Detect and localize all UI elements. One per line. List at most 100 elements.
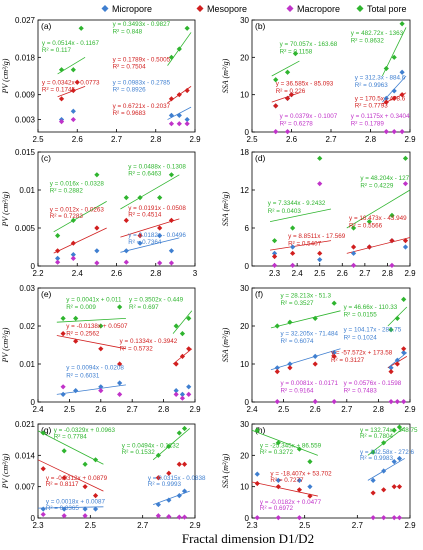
data-point bbox=[275, 440, 281, 446]
y-tick-label: 18 bbox=[240, 148, 249, 157]
data-point bbox=[176, 430, 182, 436]
data-point bbox=[350, 225, 357, 231]
regression-annotation: y = 0.0983x - 0.2785 bbox=[113, 79, 171, 86]
data-point bbox=[389, 212, 395, 218]
data-point bbox=[186, 346, 192, 352]
data-point bbox=[157, 225, 163, 231]
chart-panel: 2.5 2.6 2.7 2.8 2.9 0 10 20 30 (b) SSA (m²/g) y = 7… bbox=[221, 16, 416, 144]
plot-frame bbox=[251, 151, 411, 267]
data-point bbox=[370, 490, 376, 496]
data-point bbox=[275, 484, 281, 490]
regression-annotation: y = 36.585x - 85.093 bbox=[276, 80, 334, 87]
data-point bbox=[181, 514, 188, 520]
data-point bbox=[40, 430, 46, 436]
data-point bbox=[157, 233, 163, 239]
data-point bbox=[176, 514, 182, 520]
data-point bbox=[58, 67, 65, 73]
plot-frame bbox=[37, 423, 196, 519]
x-tick-label: 2.5 bbox=[299, 521, 311, 530]
regression-annotation: y = 0.0182x - 0.0496 bbox=[128, 232, 186, 239]
legend: Micropore Mesopore Macropore Total pore bbox=[101, 4, 407, 14]
y-axis-label: PV (cm³/g) bbox=[1, 191, 10, 227]
y-tick-label: 20 bbox=[240, 53, 249, 62]
data-point bbox=[55, 259, 61, 265]
y-tick-label: 20 bbox=[240, 322, 249, 331]
data-point bbox=[287, 319, 293, 325]
data-point bbox=[181, 425, 188, 432]
data-point bbox=[70, 67, 76, 73]
data-point bbox=[388, 365, 394, 371]
data-point bbox=[274, 369, 280, 375]
y-tick-label: 0.014 bbox=[15, 451, 36, 460]
data-point bbox=[383, 65, 389, 72]
fit-line bbox=[346, 237, 411, 254]
data-point bbox=[82, 484, 88, 490]
fit-line bbox=[346, 189, 411, 229]
y-axis-label: SSA (m²/g) bbox=[221, 58, 230, 93]
data-point bbox=[155, 501, 161, 508]
data-point bbox=[168, 260, 175, 266]
y-tick-label: 30 bbox=[240, 420, 249, 429]
x-tick-label: 2.5 bbox=[314, 269, 326, 278]
regression-annotation: y = 0.0488x - 0.1308 bbox=[128, 164, 186, 171]
legend-label: Macropore bbox=[297, 4, 340, 14]
data-point bbox=[317, 257, 323, 263]
data-point bbox=[317, 250, 323, 256]
data-point bbox=[391, 515, 397, 521]
data-point bbox=[70, 87, 76, 94]
regression-annotation: R² = 0.1789 bbox=[351, 120, 385, 127]
regression-annotation: R² = 0.6278 bbox=[280, 120, 314, 127]
data-point bbox=[388, 399, 394, 405]
data-point bbox=[176, 92, 182, 98]
data-point bbox=[273, 103, 279, 109]
x-tick-label: 3 bbox=[193, 269, 198, 278]
y-axis-label: PV (cm³/g) bbox=[1, 327, 10, 363]
data-point bbox=[307, 493, 313, 499]
data-point bbox=[137, 195, 143, 201]
regression-annotation: R² = 0.7483 bbox=[344, 388, 378, 395]
y-tick-label: 0.021 bbox=[15, 420, 36, 429]
data-point bbox=[391, 484, 397, 490]
regression-annotation: y = 0.0379x - 0.1007 bbox=[280, 113, 338, 120]
data-point bbox=[137, 240, 143, 246]
data-point bbox=[296, 477, 302, 483]
data-point bbox=[173, 388, 179, 394]
y-tick-label: 0.009 bbox=[15, 91, 36, 100]
chart-panel: 2.2 2.4 2.6 2.8 3 0 0.005 0.01 0.015 (c) PV (cm³/g… bbox=[1, 148, 198, 278]
regression-annotation: R² = 0.5407 bbox=[288, 241, 322, 248]
regression-annotation: y = 102.58x - 272.6 bbox=[360, 449, 415, 456]
data-point bbox=[399, 69, 405, 75]
regression-annotation: R² = 0.2882 bbox=[50, 187, 84, 194]
regression-annotation: y = 0.0342x - 0.0773 bbox=[42, 79, 100, 86]
fit-line bbox=[37, 430, 104, 465]
panel-label: (b) bbox=[255, 21, 266, 31]
data-point bbox=[155, 452, 161, 458]
data-point bbox=[82, 506, 88, 512]
data-point bbox=[290, 244, 296, 250]
data-point bbox=[394, 357, 400, 363]
fit-line bbox=[152, 490, 190, 505]
data-point bbox=[290, 225, 296, 231]
data-point bbox=[366, 244, 372, 250]
data-point bbox=[60, 391, 66, 397]
data-point bbox=[70, 116, 76, 123]
y-tick-label: 0 bbox=[31, 262, 36, 271]
data-point bbox=[381, 515, 387, 521]
data-point bbox=[317, 155, 323, 161]
x-tick-label: 2.6 bbox=[286, 135, 298, 144]
data-point bbox=[402, 155, 409, 161]
data-point bbox=[179, 395, 186, 401]
regression-annotation: R² = 0.4514 bbox=[128, 212, 162, 219]
regression-annotation: R² = 0.3272 bbox=[260, 449, 294, 456]
data-point bbox=[98, 384, 104, 390]
data-point bbox=[94, 225, 100, 231]
regression-annotation: y = 170.5x - 478.6 bbox=[355, 95, 406, 102]
regression-annotation: y = 32.205x - 71.484 bbox=[280, 331, 338, 338]
data-point bbox=[366, 219, 372, 225]
regression-annotation: y = -0.0182x + 0.0477 bbox=[260, 499, 322, 506]
data-point bbox=[271, 238, 278, 244]
y-tick-label: 10 bbox=[240, 483, 249, 492]
y-tick-label: 10 bbox=[240, 360, 249, 369]
data-point bbox=[381, 487, 387, 493]
regression-annotation: R² = 0.7784 bbox=[54, 433, 88, 440]
